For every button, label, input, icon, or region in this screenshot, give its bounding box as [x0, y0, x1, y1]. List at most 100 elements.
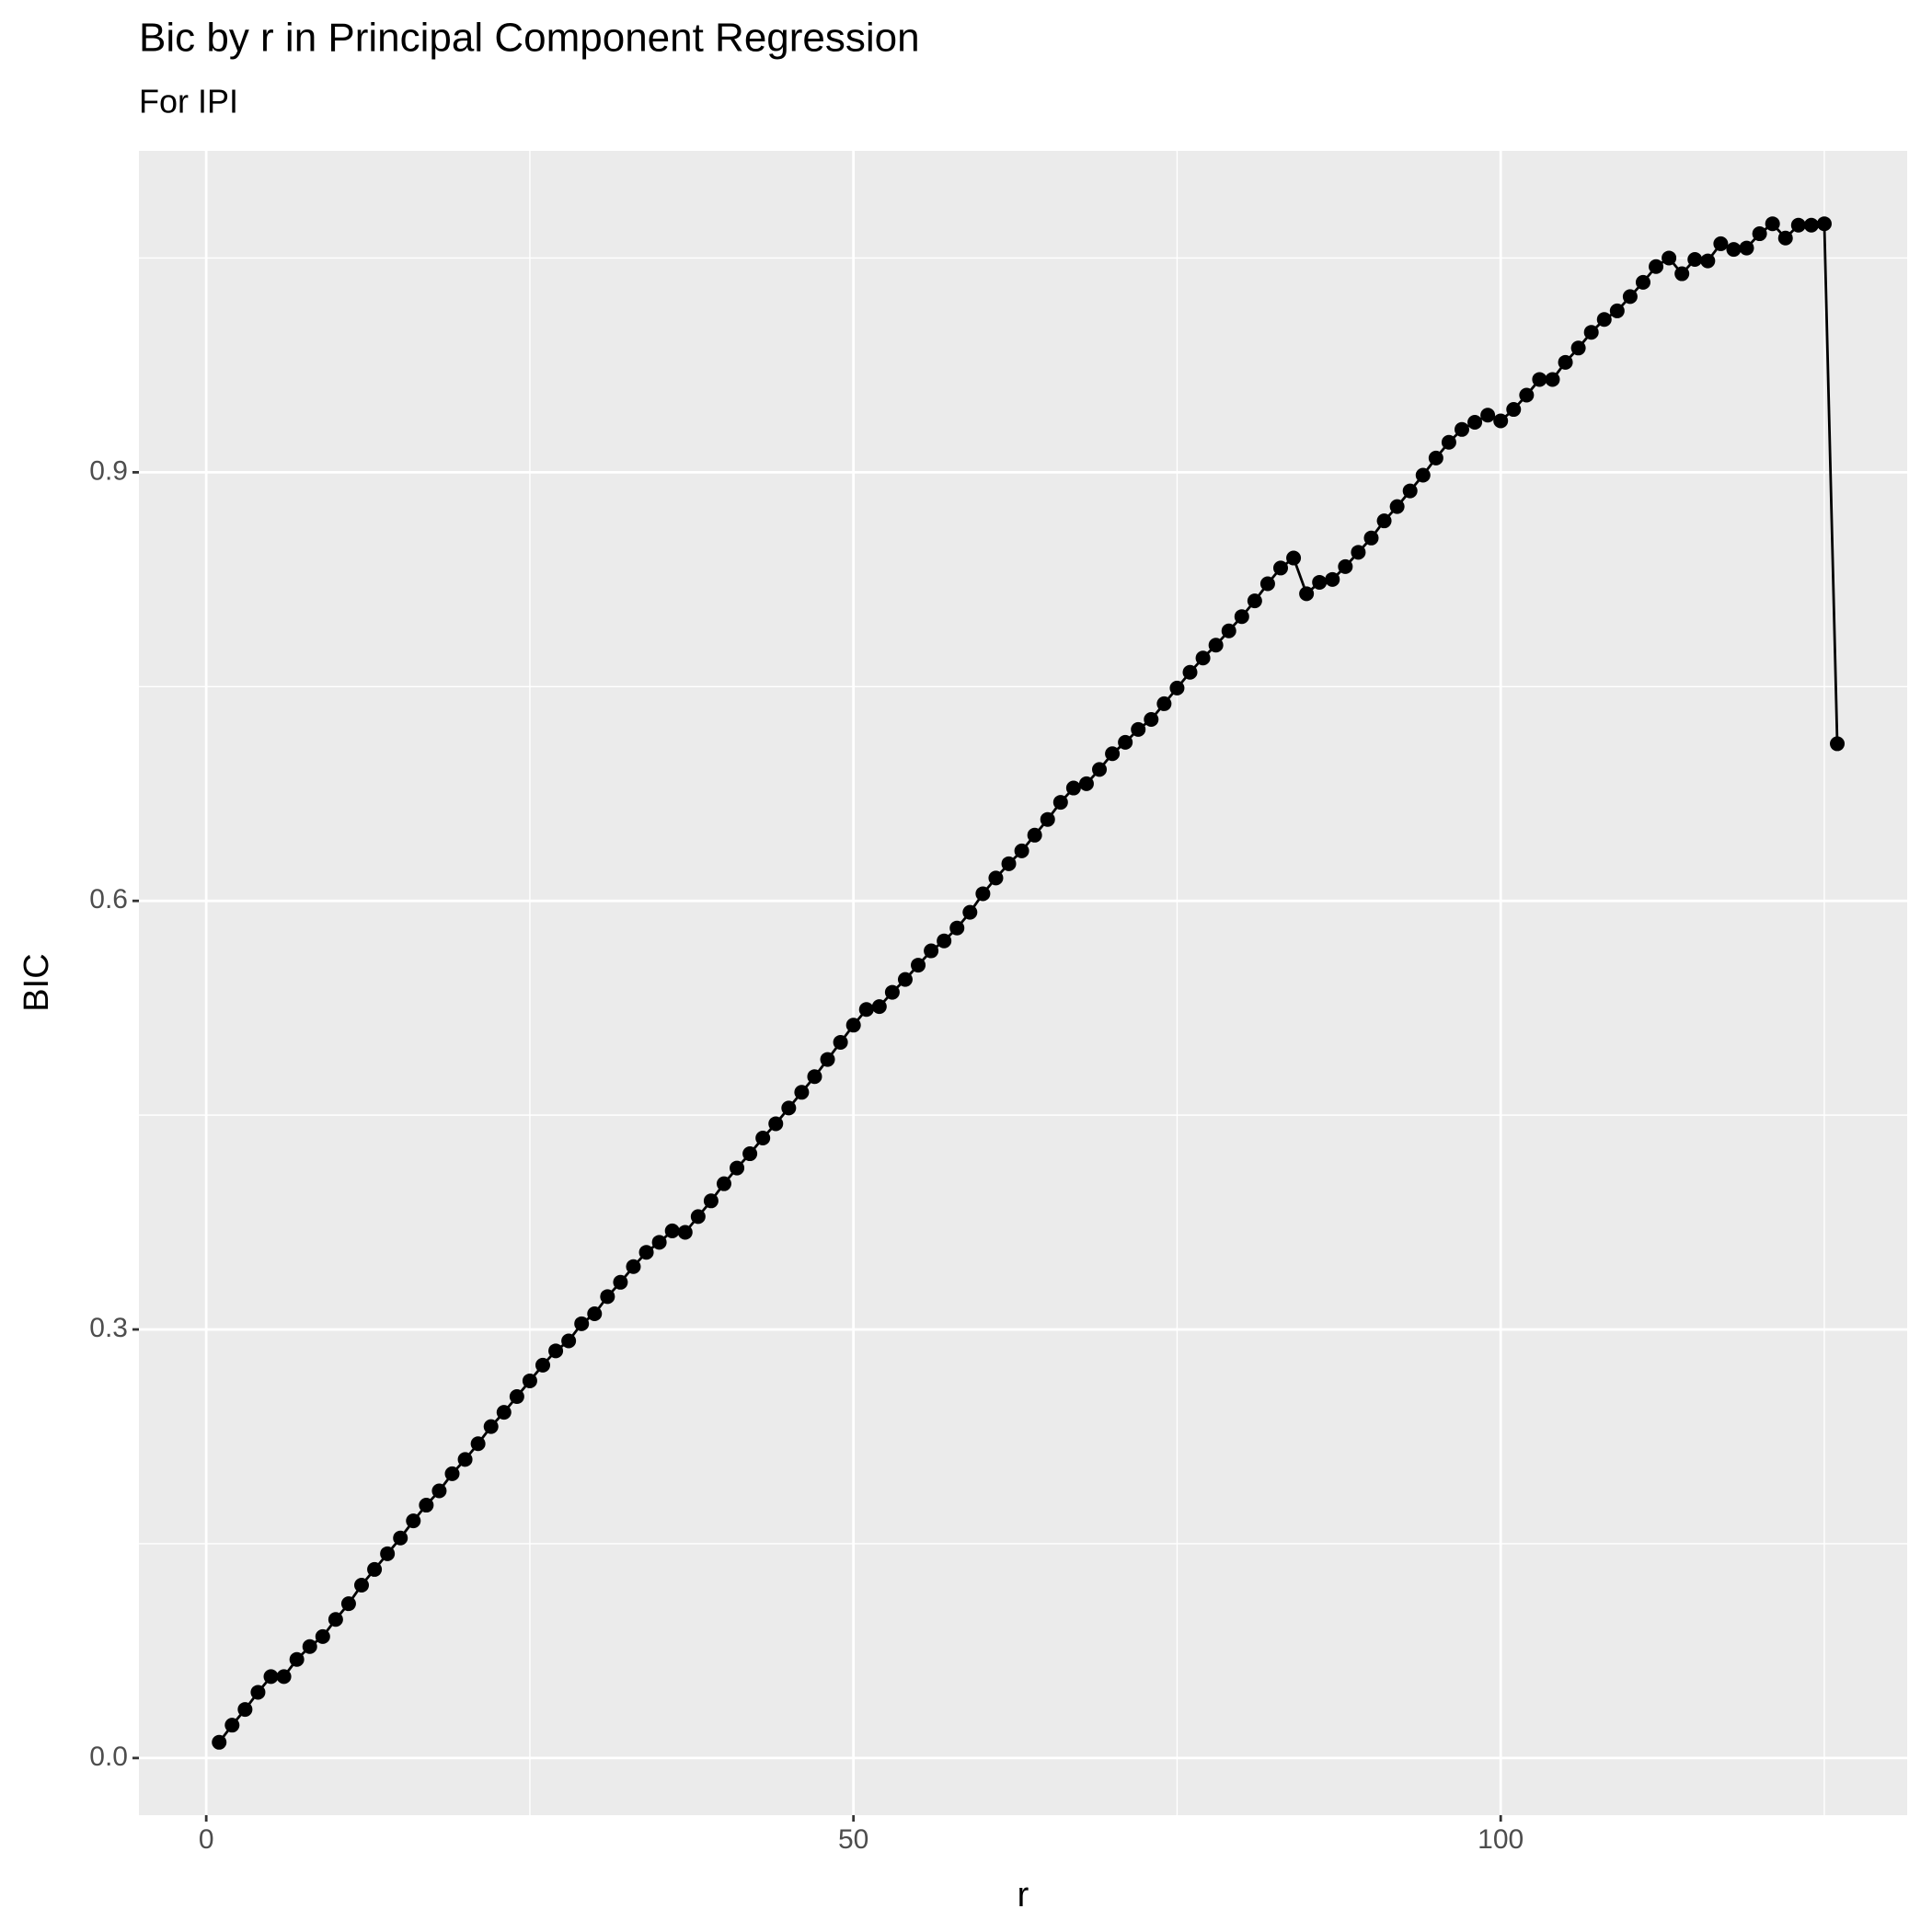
data-point: [1454, 421, 1469, 437]
data-point: [1169, 680, 1185, 696]
chart-subtitle: For IPI: [139, 83, 238, 121]
data-point: [574, 1316, 590, 1331]
x-tick-label: 50: [838, 1824, 868, 1855]
data-point: [755, 1130, 771, 1145]
data-point: [820, 1052, 835, 1067]
data-point: [897, 972, 913, 987]
data-point: [1156, 696, 1172, 711]
data-point: [1777, 230, 1793, 246]
data-point: [1583, 325, 1599, 340]
data-point: [742, 1146, 758, 1162]
data-point: [1286, 550, 1302, 566]
data-point: [1596, 312, 1612, 328]
data-point: [496, 1405, 512, 1420]
data-point: [962, 904, 978, 920]
data-point: [354, 1578, 370, 1593]
data-point: [212, 1734, 227, 1750]
data-point: [1325, 571, 1340, 587]
data-point: [1195, 650, 1211, 666]
data-point: [1428, 450, 1443, 466]
y-tick-label: 0.9: [89, 455, 128, 486]
data-point: [1078, 776, 1094, 791]
data-point: [613, 1274, 628, 1290]
data-point: [470, 1436, 486, 1452]
data-point: [1105, 746, 1121, 762]
data-point: [419, 1498, 434, 1513]
data-point: [1506, 402, 1522, 418]
data-point: [548, 1343, 564, 1359]
data-point: [1790, 217, 1806, 233]
data-point: [1635, 274, 1650, 290]
data-point: [1713, 236, 1729, 251]
data-point: [1118, 734, 1133, 750]
data-point: [444, 1466, 460, 1481]
data-point: [794, 1085, 810, 1100]
data-point: [457, 1452, 473, 1467]
data-point: [483, 1419, 499, 1434]
data-point: [561, 1333, 577, 1349]
data-point: [1662, 250, 1677, 266]
data-point: [587, 1305, 603, 1321]
data-point: [431, 1483, 447, 1499]
data-point: [1441, 434, 1456, 450]
data-point: [949, 920, 965, 936]
data-point: [768, 1116, 784, 1132]
data-point: [1272, 560, 1288, 576]
data-point: [1726, 242, 1742, 258]
data-point: [884, 984, 900, 1000]
data-point: [1259, 576, 1275, 592]
y-axis-title: BIC: [17, 953, 56, 1011]
data-point: [807, 1069, 822, 1085]
data-point: [638, 1245, 654, 1260]
data-point: [1402, 483, 1418, 499]
data-point: [224, 1718, 240, 1733]
data-point: [664, 1223, 680, 1238]
data-point: [871, 999, 887, 1015]
data-point: [289, 1651, 305, 1667]
data-point: [1182, 664, 1198, 680]
x-tick-label: 100: [1478, 1824, 1524, 1855]
data-point: [1351, 545, 1366, 560]
data-point: [1027, 827, 1042, 843]
data-point: [1739, 240, 1754, 256]
data-point: [1001, 856, 1017, 871]
data-point: [535, 1357, 550, 1373]
data-point: [730, 1160, 745, 1176]
data-point: [1363, 530, 1379, 546]
data-point: [1234, 609, 1249, 625]
data-point: [1493, 413, 1509, 429]
chart-title: Bic by r in Principal Component Regressi…: [139, 16, 920, 61]
data-point: [1803, 217, 1819, 233]
data-point: [1532, 372, 1547, 387]
data-point: [1092, 762, 1108, 777]
data-point: [833, 1034, 848, 1050]
y-tick-label: 0.3: [89, 1313, 128, 1343]
data-point: [1830, 736, 1846, 752]
data-point: [716, 1176, 731, 1191]
data-point: [393, 1530, 408, 1546]
data-point: [1131, 721, 1146, 737]
data-point: [975, 886, 991, 902]
data-point: [1519, 387, 1535, 403]
data-point: [1674, 266, 1690, 282]
data-point: [781, 1100, 797, 1116]
data-point: [340, 1596, 356, 1612]
data-point: [626, 1259, 641, 1274]
data-point: [1052, 795, 1068, 811]
data-point: [1208, 638, 1224, 653]
data-point: [1376, 513, 1392, 529]
data-point: [937, 933, 952, 949]
data-point: [1144, 712, 1159, 728]
data-point: [1609, 303, 1625, 318]
data-point: [1649, 259, 1664, 274]
data-point: [1247, 593, 1262, 609]
data-point: [263, 1669, 279, 1685]
data-point: [924, 943, 939, 959]
data-point: [522, 1373, 537, 1388]
data-point: [703, 1193, 719, 1209]
data-point: [1299, 586, 1315, 602]
data-point: [858, 1002, 874, 1018]
data-point: [988, 870, 1004, 886]
data-point: [1389, 499, 1405, 514]
